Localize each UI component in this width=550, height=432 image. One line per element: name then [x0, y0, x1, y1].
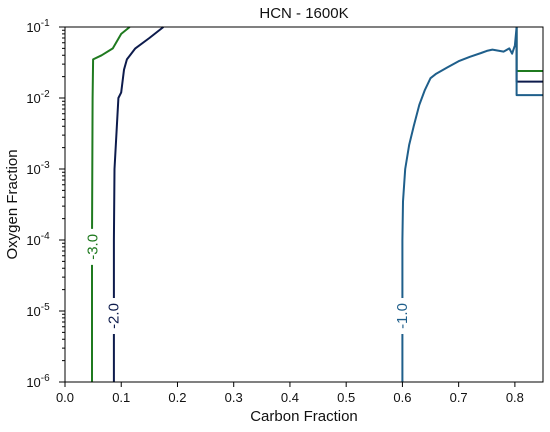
contour-label-gap — [395, 298, 410, 335]
contour-label: -2.0 — [105, 303, 122, 329]
contour-label: -3.0 — [85, 234, 102, 260]
x-tick-label: 0.2 — [168, 390, 186, 405]
contour-line — [515, 27, 543, 83]
contour-line — [515, 27, 543, 97]
contour-label-gap — [106, 298, 121, 335]
x-axis-title: Carbon Fraction — [250, 408, 358, 425]
contour-line — [401, 26, 518, 382]
contour-label: -1.0 — [394, 303, 411, 329]
y-tick-label: 10-4 — [26, 231, 50, 248]
x-axis: 0.0 0.1 0.2 0.3 0.4 0.5 0.6 0.7 0.8 — [56, 382, 524, 405]
x-tick-label: 0.8 — [506, 390, 524, 405]
series-layer — [91, 26, 543, 382]
y-tick-label: 10-5 — [26, 302, 50, 319]
y-tick-label: 10-1 — [26, 18, 50, 35]
x-tick-label: 0.6 — [393, 390, 411, 405]
y-axis: 10-6 10-5 10-4 10-3 10-2 10-1 — [26, 18, 65, 390]
contour-line — [515, 27, 543, 72]
contour-label-layer: -3.0 -2.0 -1.0 — [85, 228, 411, 335]
x-tick-label: 0.7 — [450, 390, 468, 405]
plot-frame — [64, 26, 544, 383]
y-tick-label: 10-2 — [26, 89, 50, 106]
x-tick-label: 0.1 — [112, 390, 130, 405]
x-tick-label: 0.4 — [281, 390, 299, 405]
y-tick-label: 10-3 — [26, 160, 50, 177]
x-tick-label: 0.3 — [225, 390, 243, 405]
x-tick-label: 0.5 — [337, 390, 355, 405]
y-tick-label: 10-6 — [26, 373, 50, 390]
chart-title: HCN - 1600K — [259, 5, 348, 22]
contour-line — [91, 26, 131, 382]
contour-label-gap — [86, 228, 101, 265]
contour-line — [112, 26, 165, 382]
x-tick-label: 0.0 — [56, 390, 74, 405]
y-axis-title: Oxygen Fraction — [4, 149, 21, 259]
